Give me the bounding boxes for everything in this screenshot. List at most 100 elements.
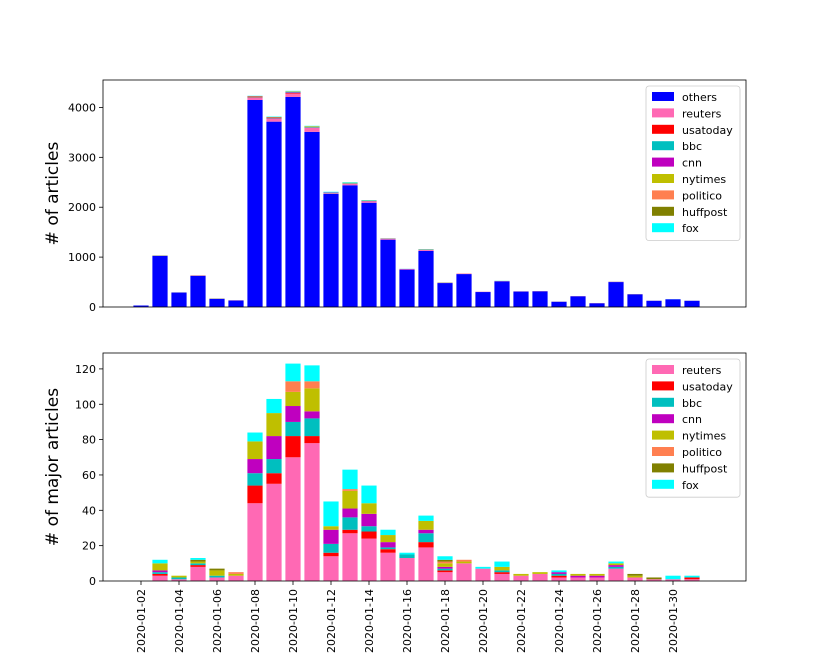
legend-swatch-politico xyxy=(652,190,674,199)
bar-politico-2020-01-11 xyxy=(304,381,319,388)
bar-bbc-2020-01-24 xyxy=(551,574,566,576)
bar-reuters-2020-01-09 xyxy=(266,119,281,122)
bar-usatoday-2020-01-14 xyxy=(361,532,376,539)
bar-cnn-2020-01-18 xyxy=(437,567,452,569)
bar-cnn-2020-01-12 xyxy=(323,530,338,544)
bar-others-2020-01-19 xyxy=(456,274,471,307)
bar-fox-2020-01-17 xyxy=(418,516,433,521)
legend-label-huffpost: huffpost xyxy=(682,206,728,219)
bar-nytimes-2020-01-05 xyxy=(190,562,205,564)
legend-swatch-others xyxy=(652,92,674,101)
bar-nytimes-2020-01-11 xyxy=(304,126,319,127)
bar-reuters-2020-01-19 xyxy=(456,563,471,581)
legend-swatch-usatoday xyxy=(652,125,674,134)
bar-others-2020-01-30 xyxy=(665,299,680,307)
bar-others-2020-01-12 xyxy=(323,194,338,307)
bar-reuters-2020-01-16 xyxy=(399,269,414,270)
bar-others-2020-01-06 xyxy=(209,299,224,307)
bar-politico-2020-01-13 xyxy=(342,489,357,491)
bar-cnn-2020-01-03 xyxy=(152,570,167,572)
bar-usatoday-2020-01-08 xyxy=(247,97,262,98)
bar-fox-2020-01-27 xyxy=(608,562,623,564)
bar-fox-2020-01-08 xyxy=(247,433,262,442)
bar-usatoday-2020-01-15 xyxy=(380,549,395,553)
legend-swatch-reuters xyxy=(652,365,674,374)
bar-others-2020-01-21 xyxy=(494,281,509,307)
bar-politico-2020-01-10 xyxy=(285,381,300,392)
legend-swatch-bbc xyxy=(652,398,674,407)
bar-reuters-2020-01-07 xyxy=(228,576,243,581)
bar-others-2020-01-24 xyxy=(551,302,566,307)
bar-reuters-2020-01-05 xyxy=(190,567,205,581)
x-tick-label: 2020-01-30 xyxy=(667,589,680,653)
legend-label-reuters: reuters xyxy=(682,364,722,377)
bars-group xyxy=(152,364,699,581)
bar-cnn-2020-01-13 xyxy=(342,509,357,518)
bar-fox-2020-01-21 xyxy=(494,562,509,567)
bar-others-2020-01-20 xyxy=(475,292,490,307)
bar-nytimes-2020-01-14 xyxy=(361,503,376,514)
bar-others-2020-01-04 xyxy=(171,293,186,307)
bar-fox-2020-01-16 xyxy=(399,553,414,555)
bar-usatoday-2020-01-12 xyxy=(323,553,338,557)
bar-cnn-2020-01-11 xyxy=(304,411,319,418)
bar-nytimes-2020-01-10 xyxy=(285,392,300,406)
bar-usatoday-2020-01-11 xyxy=(304,436,319,443)
bar-usatoday-2020-01-17 xyxy=(418,542,433,547)
legend-label-usatoday: usatoday xyxy=(682,124,733,137)
bar-bbc-2020-01-10 xyxy=(285,422,300,436)
bar-reuters-2020-01-20 xyxy=(475,569,490,581)
bar-reuters-2020-01-16 xyxy=(399,558,414,581)
bar-others-2020-01-18 xyxy=(437,283,452,307)
y-tick-label: 4000 xyxy=(68,101,96,114)
x-tick-label: 2020-01-24 xyxy=(553,589,566,653)
bar-others-2020-01-22 xyxy=(513,292,528,307)
bar-others-2020-01-25 xyxy=(570,296,585,307)
bar-bbc-2020-01-05 xyxy=(190,563,205,565)
bar-politico-2020-01-19 xyxy=(456,560,471,562)
bar-nytimes-2020-01-07 xyxy=(228,574,243,576)
bar-others-2020-01-31 xyxy=(684,301,699,307)
bar-fox-2020-01-13 xyxy=(342,182,357,183)
bar-fox-2020-01-05 xyxy=(190,558,205,560)
bar-reuters-2020-01-17 xyxy=(418,547,433,581)
bar-fox-2020-01-20 xyxy=(475,567,490,569)
bar-reuters-2020-01-12 xyxy=(323,193,338,194)
bar-reuters-2020-01-15 xyxy=(380,239,395,240)
x-tick-label: 2020-01-10 xyxy=(287,589,300,653)
bar-others-2020-01-16 xyxy=(399,270,414,307)
legend-swatch-bbc xyxy=(652,141,674,150)
y-axis-label: # of major articles xyxy=(43,388,63,546)
bar-bbc-2020-01-13 xyxy=(342,517,357,529)
bar-reuters-2020-01-10 xyxy=(285,93,300,96)
y-tick-label: 3000 xyxy=(68,151,96,164)
legend-label-fox: fox xyxy=(682,222,699,235)
x-tick-label: 2020-01-18 xyxy=(439,589,452,653)
y-tick-label: 60 xyxy=(82,469,96,482)
bar-nytimes-2020-01-13 xyxy=(342,491,357,509)
bar-others-2020-01-08 xyxy=(247,100,262,307)
bar-reuters-2020-01-09 xyxy=(266,484,281,581)
bar-cnn-2020-01-15 xyxy=(380,542,395,547)
bar-bbc-2020-01-04 xyxy=(171,577,186,579)
bar-reuters-2020-01-13 xyxy=(342,533,357,581)
legend-label-reuters: reuters xyxy=(682,107,722,120)
bar-reuters-2020-01-17 xyxy=(418,250,433,251)
x-tick-label: 2020-01-16 xyxy=(401,589,414,653)
bar-fox-2020-01-03 xyxy=(152,560,167,564)
bar-usatoday-2020-01-21 xyxy=(494,572,509,574)
bar-fox-2020-01-12 xyxy=(323,192,338,193)
y-tick-label: 100 xyxy=(75,398,96,411)
legend-label-bbc: bbc xyxy=(682,397,702,410)
bar-others-2020-01-13 xyxy=(342,185,357,307)
x-tick-label: 2020-01-06 xyxy=(211,589,224,653)
bar-huffpost-2020-01-05 xyxy=(190,560,205,562)
bar-fox-2020-01-14 xyxy=(361,486,376,504)
bar-bbc-2020-01-12 xyxy=(323,544,338,553)
legend-swatch-usatoday xyxy=(652,381,674,390)
bar-reuters-2020-01-26 xyxy=(589,577,604,581)
bar-nytimes-2020-01-26 xyxy=(589,574,604,576)
bar-reuters-2020-01-06 xyxy=(209,577,224,581)
